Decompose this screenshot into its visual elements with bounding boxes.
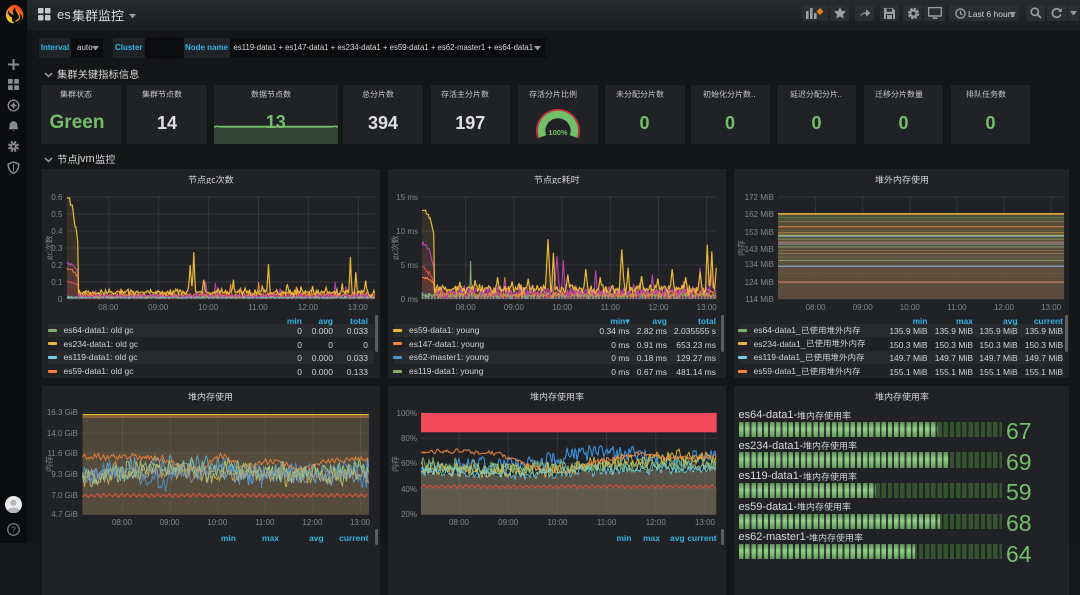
svg-text:?: ? [11,525,16,535]
svg-text:100%: 100% [548,128,568,137]
